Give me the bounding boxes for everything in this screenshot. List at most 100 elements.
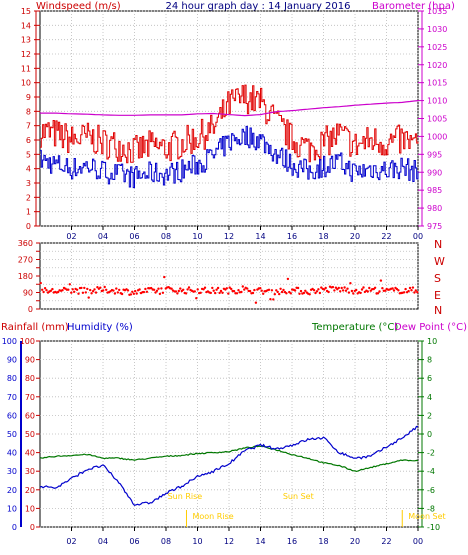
direction-point <box>150 286 153 290</box>
x-tick-label: 06 <box>129 232 139 241</box>
direction-point <box>298 292 301 295</box>
direction-point <box>227 292 230 295</box>
temperature-tick-label: 10 <box>427 337 437 346</box>
y-tick-label: 6 <box>26 136 31 145</box>
y2-tick-label: 1005 <box>427 115 447 124</box>
direction-point <box>262 292 265 295</box>
humidity-tick-label: 50 <box>7 430 17 439</box>
humidity-tick-label: 90 <box>7 356 17 365</box>
event-label: Moon Rise <box>192 512 233 521</box>
direction-point <box>346 287 349 290</box>
direction-point <box>73 290 76 293</box>
direction-point <box>91 290 95 293</box>
direction-point <box>142 290 146 294</box>
direction-point <box>408 286 412 290</box>
direction-point <box>75 288 79 291</box>
direction-point <box>157 287 160 290</box>
direction-point <box>331 285 335 289</box>
x-tick-label: 02 <box>66 537 76 546</box>
temperature-tick-label: -10 <box>427 523 440 532</box>
direction-point <box>126 289 130 292</box>
temperature-tick-label: 4 <box>427 393 432 402</box>
temperature-tick-label: -2 <box>427 449 435 458</box>
direction-point <box>384 289 387 292</box>
direction-point <box>352 292 355 295</box>
direction-point <box>177 289 180 293</box>
direction-point <box>248 289 252 293</box>
y2-tick-label: 1010 <box>427 97 447 106</box>
direction-point <box>215 288 218 291</box>
temperature-tick-label: -8 <box>427 504 435 513</box>
direction-point <box>413 291 416 294</box>
direction-point <box>61 289 64 292</box>
direction-point <box>99 286 102 289</box>
direction-point <box>84 291 88 294</box>
direction-point <box>230 287 233 291</box>
direction-label-s: S <box>434 272 441 285</box>
direction-point <box>152 288 156 291</box>
direction-point <box>279 287 282 290</box>
direction-point <box>94 291 98 294</box>
direction-point <box>337 286 340 290</box>
humidity-title: Humidity (%) <box>67 322 133 333</box>
y2-tick-label: 985 <box>427 186 442 195</box>
direction-point <box>391 287 394 290</box>
humidity-tick-label: 100 <box>2 337 17 346</box>
direction-point <box>42 290 45 294</box>
direction-point <box>366 290 369 293</box>
direction-point <box>90 292 93 295</box>
humidity-tick-label: 10 <box>7 504 17 513</box>
direction-point <box>39 281 42 285</box>
event-label: Sun Set <box>283 492 314 501</box>
x-tick-label: 10 <box>192 537 202 546</box>
direction-point <box>308 293 311 296</box>
direction-point <box>302 291 306 295</box>
direction-point <box>240 290 243 294</box>
x-tick-label: 16 <box>287 537 297 546</box>
y2-tick-label: 1030 <box>427 25 447 34</box>
temperature-tick-label: 0 <box>427 430 432 439</box>
event-label: Moon Set <box>408 512 445 521</box>
direction-point <box>293 289 297 292</box>
y2-tick-label: 990 <box>427 168 442 177</box>
rain-tick-label: 40 <box>25 449 35 458</box>
direction-point <box>403 291 406 294</box>
x-tick-label: 20 <box>350 232 360 241</box>
direction-point <box>115 287 118 290</box>
direction-point <box>93 288 96 291</box>
direction-point <box>161 291 165 294</box>
x-tick-label: 12 <box>224 537 234 546</box>
x-tick-label: 22 <box>381 537 391 546</box>
direction-point <box>195 297 198 300</box>
y2-tick-label: 1020 <box>427 61 447 70</box>
wind-direction-panel: 0 90 180 270 360 N W S E N <box>18 238 445 317</box>
direction-point <box>333 289 336 292</box>
x-tick-label: 20 <box>350 537 360 546</box>
rain-tick-label: 20 <box>25 486 35 495</box>
y-tick-label: 13 <box>21 36 31 45</box>
direction-point <box>77 292 80 295</box>
y-tick-label: 90 <box>23 289 33 298</box>
direction-point <box>341 289 345 292</box>
direction-point <box>243 288 246 291</box>
direction-point <box>155 289 159 292</box>
direction-point <box>260 289 263 292</box>
x-tick-label: 02 <box>66 232 76 241</box>
direction-point <box>368 286 371 290</box>
direction-point <box>314 291 317 295</box>
rain-tick-label: 30 <box>25 467 35 476</box>
direction-point <box>392 289 396 292</box>
direction-point <box>71 288 74 291</box>
rainfall-title: Rainfall (mm) <box>1 322 69 333</box>
x-tick-label: 08 <box>161 537 171 546</box>
direction-point <box>282 288 285 292</box>
direction-point <box>120 292 124 296</box>
direction-point <box>397 289 400 292</box>
y2-tick-label: 975 <box>427 222 442 231</box>
x-tick-label: 18 <box>318 537 328 546</box>
humidity-tick-label: 80 <box>7 374 17 383</box>
y-tick-label: 7 <box>26 122 31 131</box>
direction-point <box>116 291 120 294</box>
y-tick-label: 5 <box>26 150 31 159</box>
direction-point <box>312 289 316 292</box>
